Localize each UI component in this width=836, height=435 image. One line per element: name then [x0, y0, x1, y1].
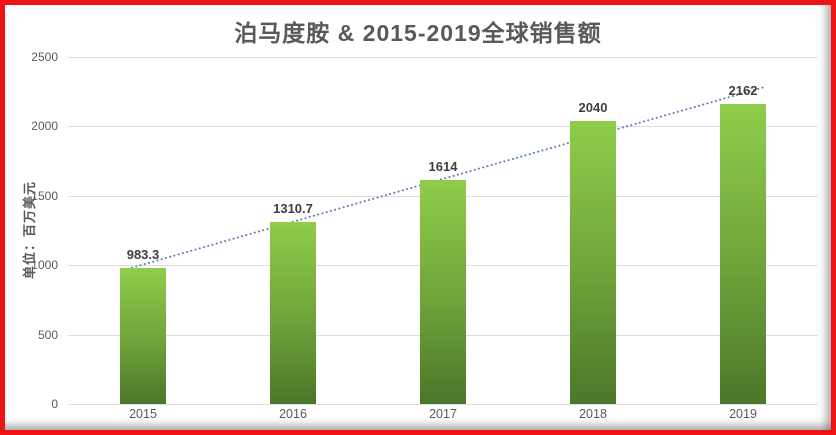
y-tick-label: 2000 — [31, 119, 58, 134]
bar — [120, 267, 166, 404]
x-axis-labels: 2015 2016 2017 2018 2019 — [68, 407, 818, 421]
x-tick-label: 2017 — [429, 407, 457, 421]
x-tick-label: 2019 — [729, 407, 757, 421]
bar-column: 983.3 — [68, 57, 218, 404]
gridline — [68, 57, 818, 58]
bar-value-label: 1310.7 — [273, 201, 313, 217]
x-tick-label: 2016 — [279, 407, 307, 421]
y-tick-label: 1500 — [31, 188, 58, 203]
gridline — [68, 126, 818, 128]
bar — [720, 103, 766, 404]
bar-column: 1310.7 — [218, 57, 368, 404]
y-tick-label: 0 — [51, 397, 58, 411]
x-tick-label: 2015 — [129, 407, 157, 421]
bar-value-label: 2162 — [728, 82, 758, 98]
y-axis-ticks: 0 500 1000 1500 2000 2500 — [13, 50, 58, 411]
bar-value-label: 1614 — [428, 158, 458, 174]
bar-column: 2040 — [518, 57, 668, 404]
bar — [270, 222, 316, 404]
plot-area: 983.3 1310.7 1614 2040 2162 — [68, 57, 818, 405]
y-tick-label: 500 — [37, 327, 58, 342]
bar-column: 1614 — [368, 57, 518, 404]
x-tick-label: 2018 — [579, 407, 607, 421]
bar-column: 2162 — [668, 57, 818, 404]
chart-canvas: 泊马度胺 & 2015-2019全球销售额 单位：百万美元 0 500 1000 15… — [5, 5, 831, 430]
y-tick-label: 1000 — [31, 258, 58, 273]
bar-value-label: 983.3 — [126, 246, 160, 262]
y-tick-label: 2500 — [31, 50, 58, 64]
chart-title: 泊马度胺 & 2015-2019全球销售额 — [234, 20, 602, 46]
bar-value-label: 2040 — [578, 99, 608, 115]
gridline — [68, 404, 818, 405]
bar — [420, 180, 466, 404]
trendline — [131, 86, 765, 269]
bar — [570, 120, 616, 404]
bars-row: 983.3 1310.7 1614 2040 2162 — [68, 57, 818, 404]
